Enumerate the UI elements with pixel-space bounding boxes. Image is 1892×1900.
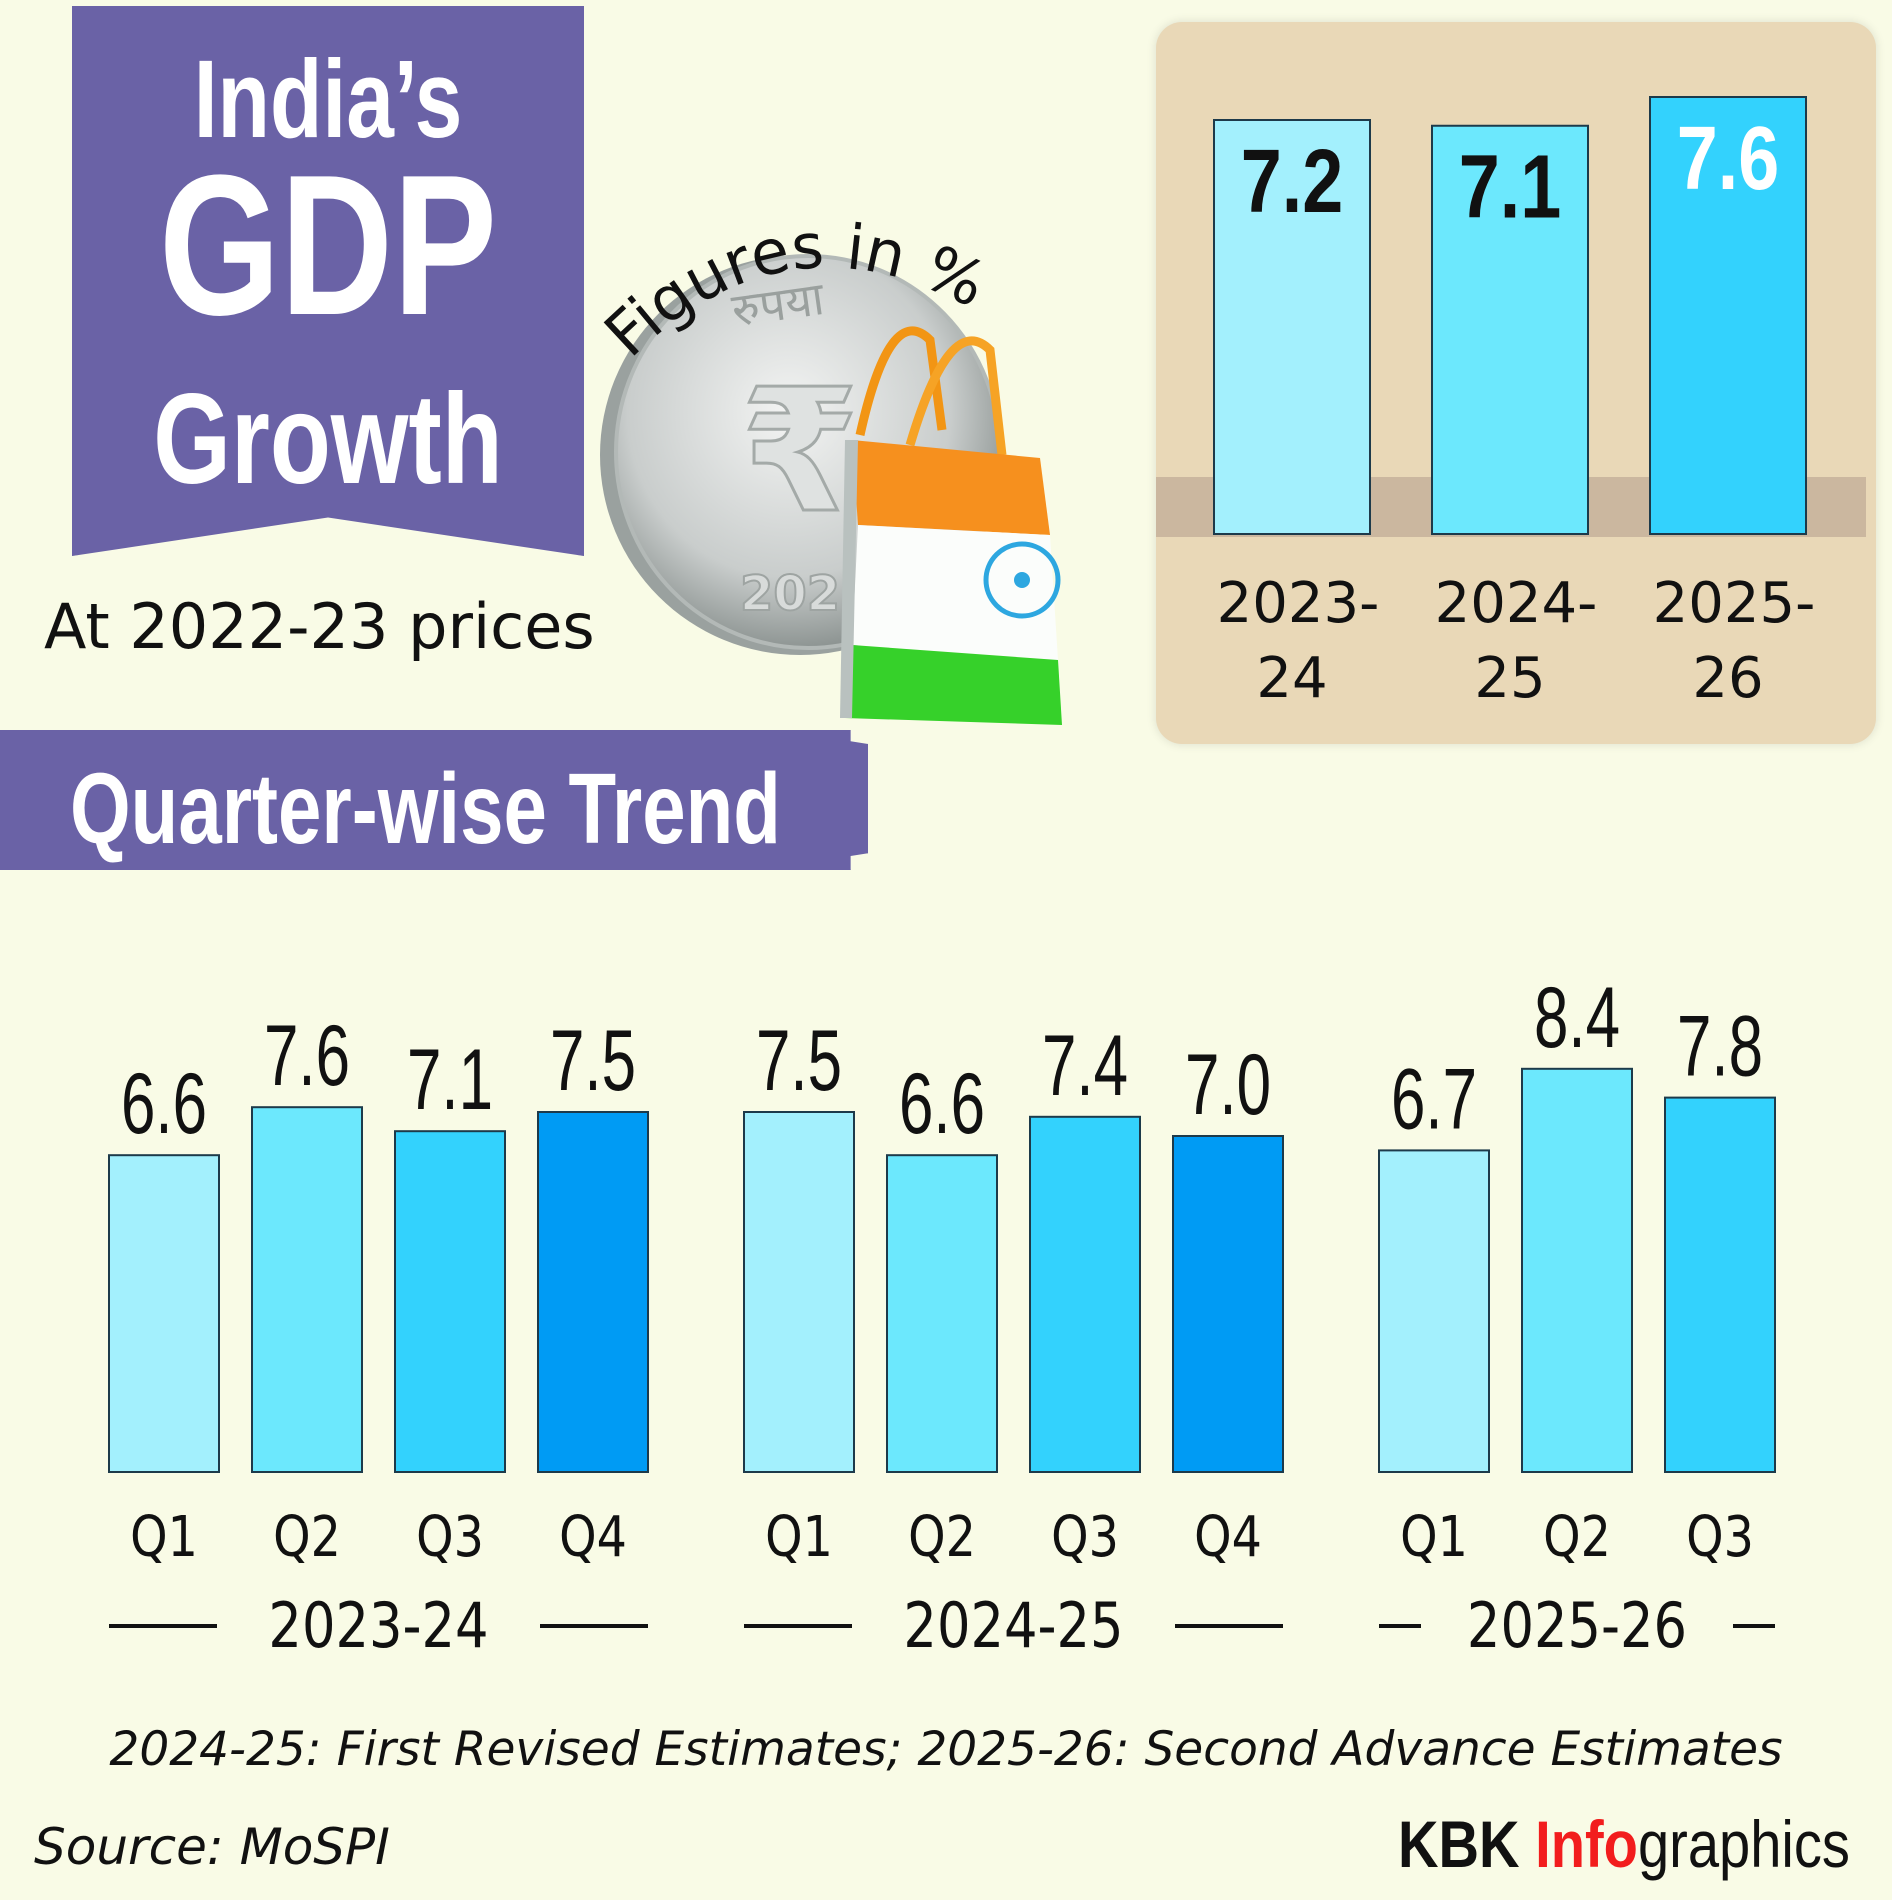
quarter-bar-value: 7.5 — [756, 1012, 842, 1108]
quarter-bar-value: 8.4 — [1534, 969, 1620, 1065]
annual-bar — [1213, 119, 1371, 535]
quarter-bar — [394, 1130, 506, 1473]
coin-inscription: रुपया — [728, 271, 828, 337]
brand-part-2: Info — [1535, 1807, 1638, 1881]
title-line-3: Growth — [153, 368, 503, 511]
quarter-label: Q3 — [1686, 1505, 1754, 1570]
annual-bar-value: 7.2 — [1241, 132, 1344, 232]
fiscal-year-label: 2025-26 — [1467, 1590, 1687, 1660]
quarter-bar — [743, 1111, 855, 1473]
quarter-bar-value: 6.7 — [1391, 1050, 1477, 1146]
quarter-section-title: Quarter-wise Trend — [70, 753, 781, 865]
annual-bar — [1431, 124, 1589, 535]
quarter-bar — [886, 1154, 998, 1473]
title-line-1: India’s — [193, 38, 463, 161]
svg-text:₹: ₹ — [741, 353, 859, 551]
quarter-label: Q3 — [416, 1505, 484, 1570]
quarter-bar-value: 7.4 — [1042, 1017, 1128, 1113]
quarter-bar-value: 6.6 — [121, 1055, 207, 1151]
quarter-section-banner — [0, 730, 868, 870]
annual-category-label: 24 — [1256, 646, 1327, 711]
quarter-label: Q3 — [1051, 1505, 1119, 1570]
quarter-bar-value: 7.0 — [1185, 1036, 1271, 1132]
estimates-note: 2024-25: First Revised Estimates; 2025-2… — [109, 1722, 1783, 1777]
annual-category-label: 26 — [1692, 646, 1763, 711]
subtitle: At 2022-23 prices — [44, 590, 595, 663]
annual-bar-value: 7.1 — [1459, 138, 1562, 238]
quarter-bar-value: 7.5 — [550, 1012, 636, 1108]
annual-bar — [1649, 96, 1807, 535]
quarter-bar — [1029, 1115, 1141, 1474]
quarter-label: Q2 — [1543, 1505, 1611, 1570]
quarter-label: Q1 — [765, 1505, 833, 1570]
quarter-bar — [1172, 1135, 1284, 1473]
quarter-bar-value: 6.6 — [899, 1055, 985, 1151]
quarter-bar-value: 7.1 — [407, 1031, 493, 1127]
quarter-label: Q2 — [273, 1505, 341, 1570]
units-note: Figures in % — [600, 209, 997, 370]
fiscal-year-label: 2023-24 — [268, 1590, 488, 1660]
fiscal-year-label: 2024-25 — [903, 1590, 1123, 1660]
svg-text:Figures in %: Figures in % — [600, 209, 997, 370]
quarter-bar — [1664, 1096, 1776, 1473]
quarter-bar — [1378, 1149, 1490, 1473]
quarter-label: Q1 — [130, 1505, 198, 1570]
quarter-bar-value: 7.8 — [1677, 998, 1763, 1094]
title-banner: India’s GDP Growth — [72, 6, 584, 556]
annual-growth-chart: 7.2 2023- 24 7.1 2024- 25 7.6 2025- 26 — [1156, 96, 1866, 711]
quarter-bar — [251, 1106, 363, 1473]
tricolour-bag-icon — [840, 326, 1062, 725]
annual-category-label: 2025- — [1653, 571, 1816, 636]
brand-logo: KBK Infographics — [1398, 1806, 1850, 1882]
units-note-text: Figures in % — [600, 209, 997, 370]
quarter-bar-value: 7.6 — [264, 1007, 350, 1103]
quarter-bar — [1521, 1067, 1633, 1474]
quarter-label: Q2 — [908, 1505, 976, 1570]
quarter-bar — [537, 1111, 649, 1473]
brand-part-3: graphics — [1637, 1807, 1850, 1881]
brand-part-1: KBK — [1398, 1807, 1536, 1881]
annual-category-label: 25 — [1474, 646, 1545, 711]
quarterly-growth-chart: 6.6 Q1 7.6 Q2 7.1 Q3 7.5 Q4 2023-24 7.5 Q1 6.6 Q2 7.4… — [108, 969, 1776, 1660]
annual-bar-value: 7.6 — [1677, 109, 1780, 209]
source-credit: Source: MoSPI — [34, 1818, 390, 1876]
quarter-label: Q4 — [1194, 1505, 1262, 1570]
annual-category-label: 2023- — [1217, 571, 1380, 636]
quarter-label: Q4 — [559, 1505, 627, 1570]
title-line-2: GDP — [158, 134, 498, 357]
annual-category-label: 2024- — [1435, 571, 1598, 636]
quarter-label: Q1 — [1400, 1505, 1468, 1570]
coin-year: 202 — [740, 566, 840, 622]
coin-shopping-bag-illustration: रुपया ₹ 202 — [600, 254, 1062, 725]
quarter-bar — [108, 1154, 220, 1473]
